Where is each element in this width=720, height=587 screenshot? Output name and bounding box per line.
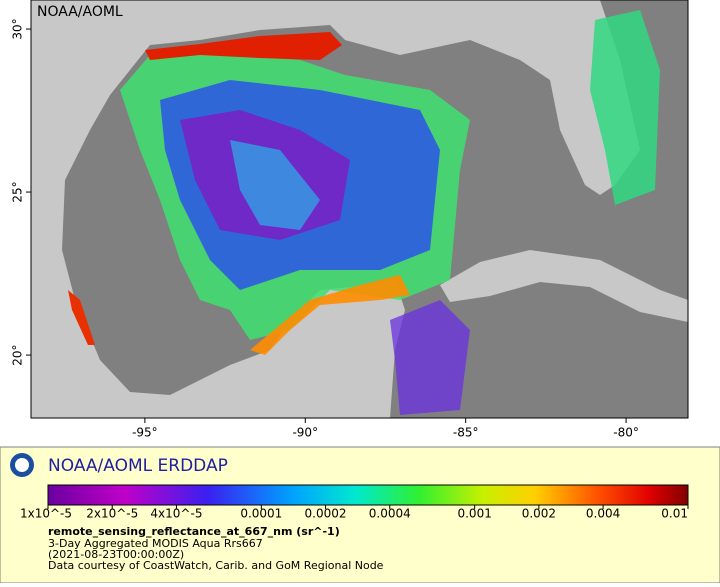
- coast-red-north: [145, 32, 342, 60]
- colorbar-tick-label: 1x10^-5: [20, 507, 72, 521]
- legend-title: NOAA/AOML ERDDAP: [48, 456, 228, 476]
- colorbar-tick-label: 0.004: [586, 507, 620, 521]
- colorbar: [47, 484, 689, 506]
- axes: -95° -90° -85° -80° 20° 25° 30°: [11, 18, 639, 439]
- y-tick-label: 30°: [11, 18, 25, 39]
- variable-name: remote_sensing_reflectance_at_667_nm (sr…: [48, 525, 340, 538]
- map-frame: [30, 0, 689, 419]
- colorbar-tick-label: 0.0001: [240, 507, 282, 521]
- info-line: Data courtesy of CoastWatch, Carib. and …: [48, 559, 384, 572]
- y-tick-label: 20°: [11, 344, 25, 365]
- swath-caribbean: [390, 300, 470, 415]
- map-area: [31, 0, 688, 418]
- swath-florida: [590, 10, 660, 205]
- info-line: (2021-08-23T00:00:00Z): [48, 548, 184, 561]
- x-tick-label: -85°: [453, 426, 479, 440]
- legend-panel: [0, 446, 720, 584]
- y-tick-label: 25°: [11, 181, 25, 202]
- x-tick-label: -90°: [292, 426, 318, 440]
- noaa-logo-inner: [15, 458, 29, 472]
- watermark: NOAA/AOML: [37, 4, 123, 20]
- colorbar-tick-label: 0.01: [661, 507, 688, 521]
- coast-red-mexico: [68, 290, 95, 345]
- swath-cyan: [230, 140, 320, 230]
- colorbar-ticks: 1x10^-5 2x10^-5 4x10^-5 0.0001 0.0002 0.0004 0…: [20, 505, 689, 521]
- coast-orange-yucatan: [250, 275, 410, 355]
- cuba: [440, 250, 688, 322]
- colorbar-tick-label: 0.002: [522, 507, 556, 521]
- x-tick-label: -80°: [613, 426, 639, 440]
- colorbar-tick-label: 2x10^-5: [86, 507, 138, 521]
- colorbar-tick-label: 4x10^-5: [150, 507, 202, 521]
- colorbar-tick-label: 0.001: [457, 507, 491, 521]
- x-tick-label: -95°: [132, 426, 158, 440]
- colorbar-tick-label: 0.0004: [369, 507, 411, 521]
- colorbar-tick-label: 0.0002: [305, 507, 347, 521]
- info-line: 3-Day Aggregated MODIS Aqua Rrs667: [48, 537, 263, 550]
